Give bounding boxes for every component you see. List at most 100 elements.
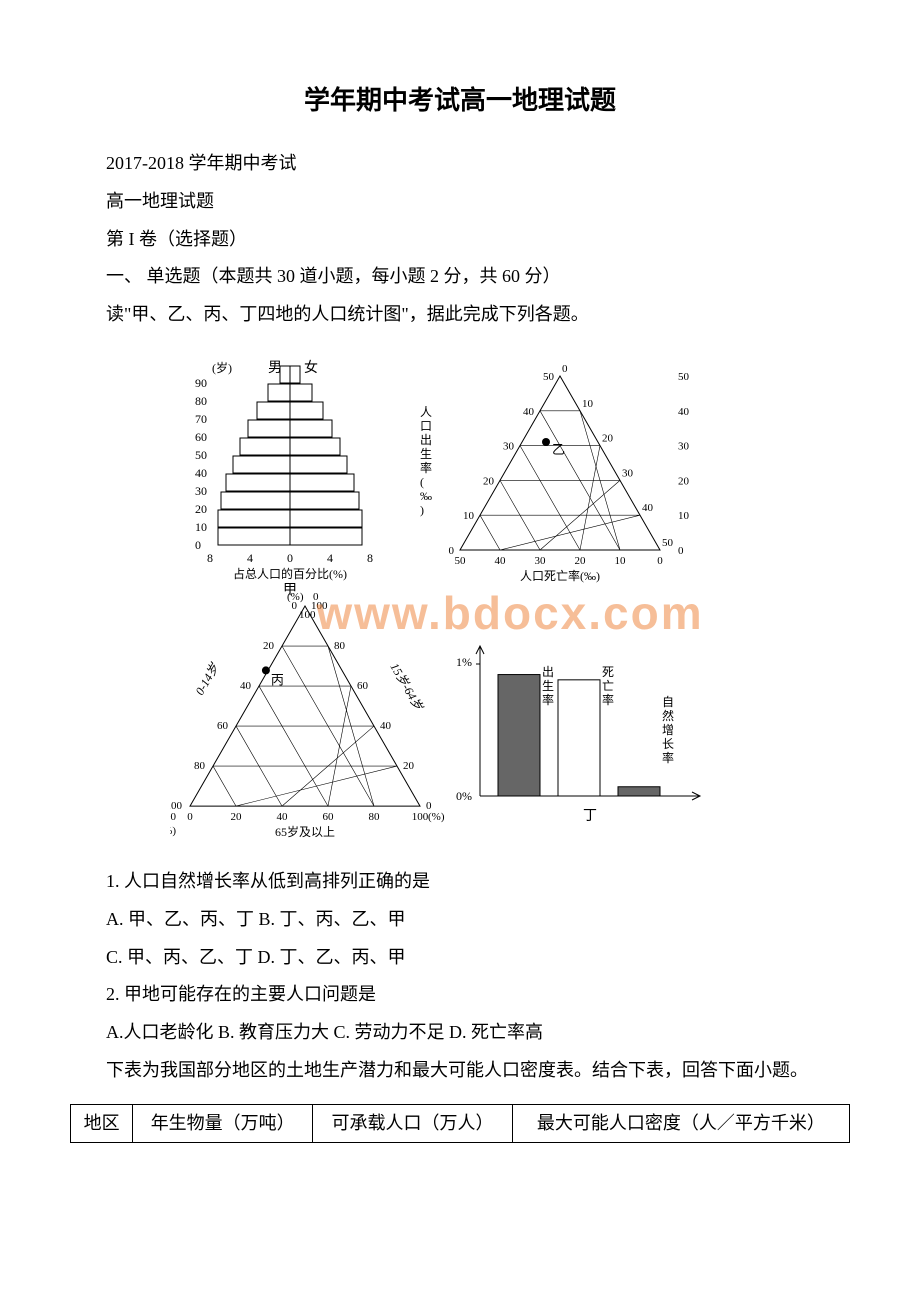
svg-text:20: 20 <box>263 640 275 652</box>
svg-text:率: 率 <box>542 692 554 707</box>
svg-text:8: 8 <box>207 551 213 565</box>
para3: 下表为我国部分地区的土地生产潜力和最大可能人口密度表。结合下表，回答下面小题。 <box>70 1052 850 1090</box>
svg-text:口: 口 <box>420 419 432 433</box>
svg-text:然: 然 <box>662 708 674 723</box>
svg-text:0: 0 <box>657 555 663 567</box>
charts-svg: (岁)男女010203040506070809084048占总人口的百分比(%)… <box>170 346 730 846</box>
svg-text:20: 20 <box>231 811 243 823</box>
svg-text:90: 90 <box>195 376 207 390</box>
figure-block: (岁)男女010203040506070809084048占总人口的百分比(%)… <box>170 346 850 851</box>
svg-text:乙: 乙 <box>552 442 565 457</box>
svg-text:10: 10 <box>582 398 594 410</box>
svg-text:60: 60 <box>195 430 207 444</box>
svg-text:70: 70 <box>195 412 207 426</box>
q1-optAB: A. 甲、乙、丙、丁 B. 丁、丙、乙、甲 <box>70 901 850 939</box>
svg-text:4: 4 <box>247 551 253 565</box>
q1-stem: 1. 人口自然增长率从低到高排列正确的是 <box>70 863 850 901</box>
svg-text:0: 0 <box>195 538 201 552</box>
svg-text:100: 100 <box>170 811 177 823</box>
svg-text:60: 60 <box>217 720 229 732</box>
svg-text:50: 50 <box>662 537 674 549</box>
svg-text:自: 自 <box>662 695 674 709</box>
svg-text:20: 20 <box>602 433 614 445</box>
svg-text:30: 30 <box>535 555 547 567</box>
svg-text:出: 出 <box>542 665 554 679</box>
svg-text:15岁-64岁: 15岁-64岁 <box>387 660 426 713</box>
svg-text:率: 率 <box>602 692 614 707</box>
svg-text:40: 40 <box>495 555 507 567</box>
header-line-3: 第 I 卷（选择题） <box>70 221 850 259</box>
q2-opts: A.人口老龄化 B. 教育压力大 C. 劳动力不足 D. 死亡率高 <box>70 1014 850 1052</box>
table-cell: 地区 <box>71 1104 133 1142</box>
svg-text:(%): (%) <box>170 825 176 837</box>
svg-text:60: 60 <box>357 680 369 692</box>
svg-text:长: 长 <box>662 737 674 751</box>
svg-text:人口死亡率(‰): 人口死亡率(‰) <box>520 568 600 583</box>
svg-text:30: 30 <box>195 484 207 498</box>
svg-text:40: 40 <box>195 466 207 480</box>
svg-text:0: 0 <box>678 545 684 557</box>
svg-text:20: 20 <box>403 760 415 772</box>
svg-text:丁: 丁 <box>583 809 597 824</box>
svg-text:0: 0 <box>187 811 193 823</box>
header-line-4: 一、 单选题（本题共 30 道小题，每小题 2 分，共 60 分） <box>70 258 850 296</box>
svg-text:0-14岁: 0-14岁 <box>192 660 222 697</box>
svg-text:50: 50 <box>678 371 690 383</box>
svg-text:20: 20 <box>195 502 207 516</box>
svg-text:0: 0 <box>562 363 568 375</box>
svg-text:40: 40 <box>642 502 654 514</box>
svg-text:生: 生 <box>420 447 432 461</box>
svg-text:增: 增 <box>662 723 674 737</box>
svg-text:4: 4 <box>327 551 333 565</box>
svg-text:40: 40 <box>380 720 392 732</box>
header-line-2: 高一地理试题 <box>70 183 850 221</box>
svg-text:人: 人 <box>420 405 432 419</box>
svg-text:40: 40 <box>678 406 690 418</box>
svg-text:20: 20 <box>678 475 690 487</box>
svg-text:80: 80 <box>369 811 381 823</box>
svg-text:100: 100 <box>412 811 429 823</box>
svg-text:0: 0 <box>292 600 298 612</box>
svg-text:占总人口的百分比(%): 占总人口的百分比(%) <box>233 566 347 581</box>
svg-text:50: 50 <box>543 371 555 383</box>
svg-text:): ) <box>420 503 424 517</box>
svg-text:女: 女 <box>304 359 318 376</box>
svg-text:30: 30 <box>622 467 634 479</box>
svg-text:65岁及以上: 65岁及以上 <box>275 824 335 839</box>
svg-text:60: 60 <box>323 811 335 823</box>
svg-text:0%: 0% <box>456 789 472 803</box>
svg-text:(岁): (岁) <box>212 360 232 375</box>
svg-text:50: 50 <box>455 555 467 567</box>
svg-text:生: 生 <box>542 679 554 693</box>
table-row: 地区 年生物量（万吨） 可承载人口（万人） 最大可能人口密度（人／平方千米） <box>71 1104 850 1142</box>
svg-text:40: 40 <box>277 811 289 823</box>
svg-text:80: 80 <box>195 394 207 408</box>
svg-text:10: 10 <box>678 510 690 522</box>
header-line-5: 读"甲、乙、丙、丁四地的人口统计图"，据此完成下列各题。 <box>70 296 850 334</box>
table-cell: 可承载人口（万人） <box>313 1104 513 1142</box>
svg-text:率: 率 <box>662 750 674 765</box>
q1-optCD: C. 甲、丙、乙、丁 D. 丁、乙、丙、甲 <box>70 939 850 977</box>
svg-text:出: 出 <box>420 433 432 447</box>
svg-text:80: 80 <box>194 760 206 772</box>
svg-text:30: 30 <box>678 441 690 453</box>
table-cell: 最大可能人口密度（人／平方千米） <box>512 1104 849 1142</box>
svg-text:80: 80 <box>334 640 346 652</box>
svg-text:1%: 1% <box>456 655 472 669</box>
data-table: 地区 年生物量（万吨） 可承载人口（万人） 最大可能人口密度（人／平方千米） <box>70 1104 850 1143</box>
table-cell: 年生物量（万吨） <box>133 1104 313 1142</box>
svg-text:(: ( <box>420 475 424 489</box>
svg-text:‰: ‰ <box>420 489 432 503</box>
svg-text:丙: 丙 <box>271 672 284 687</box>
svg-text:亡: 亡 <box>602 679 614 693</box>
svg-text:40: 40 <box>240 680 252 692</box>
svg-text:20: 20 <box>575 555 587 567</box>
page-title: 学年期中考试高一地理试题 <box>70 80 850 117</box>
svg-text:10: 10 <box>615 555 627 567</box>
svg-text:20: 20 <box>483 475 495 487</box>
svg-text:(%): (%) <box>428 811 445 823</box>
svg-text:0: 0 <box>287 551 293 565</box>
svg-text:30: 30 <box>503 441 515 453</box>
svg-text:50: 50 <box>195 448 207 462</box>
svg-text:死: 死 <box>602 665 614 679</box>
